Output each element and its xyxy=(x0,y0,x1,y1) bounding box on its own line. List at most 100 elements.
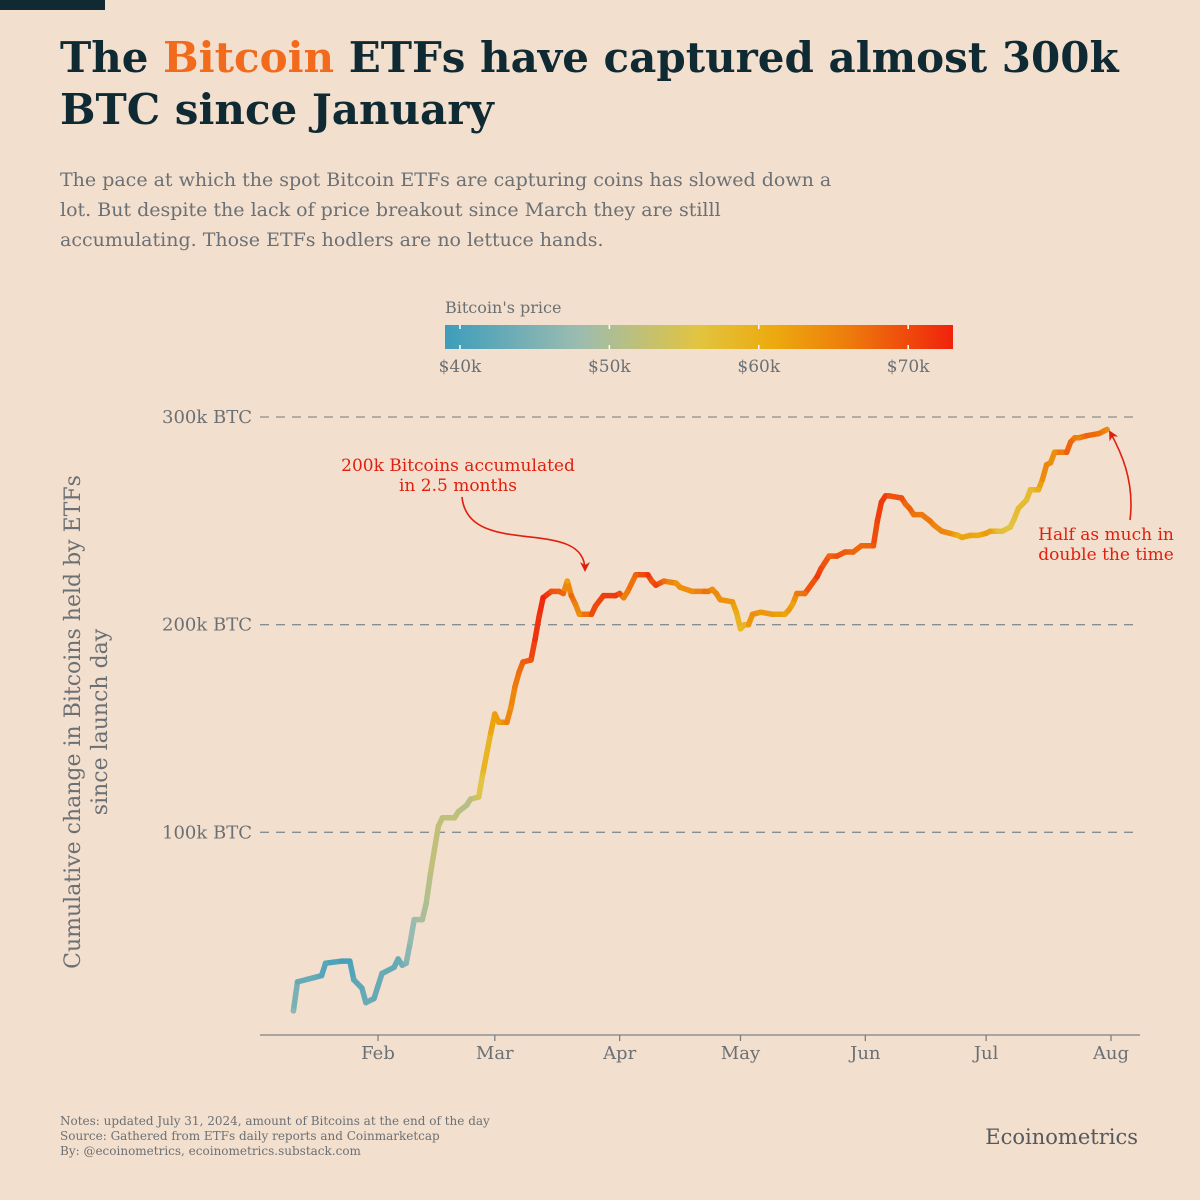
data-point xyxy=(492,711,498,717)
data-point xyxy=(439,815,446,821)
line-segment xyxy=(419,900,430,923)
data-point xyxy=(391,964,397,970)
data-point xyxy=(359,985,365,991)
line-segment xyxy=(532,613,542,642)
line-segment xyxy=(290,979,301,1014)
data-point xyxy=(612,592,619,599)
data-point xyxy=(1043,462,1050,468)
data-point xyxy=(504,719,510,725)
data-point xyxy=(403,960,409,966)
data-point xyxy=(850,549,856,555)
data-point xyxy=(737,626,744,632)
data-point xyxy=(480,771,486,777)
data-point xyxy=(616,590,623,597)
data-point xyxy=(375,983,381,989)
data-point xyxy=(689,588,695,595)
line-segment xyxy=(536,594,546,620)
line-segment xyxy=(403,939,413,966)
legend-tick-label: $40k xyxy=(439,357,482,377)
color-legend-title: Bitcoin's price xyxy=(445,298,562,317)
line-segment xyxy=(294,974,317,985)
data-point xyxy=(886,493,893,499)
data-point xyxy=(528,657,534,663)
data-point xyxy=(512,684,518,690)
annotation-line: in 2.5 months xyxy=(399,476,517,496)
data-point xyxy=(1011,516,1017,522)
data-point xyxy=(592,603,599,609)
data-point xyxy=(705,588,711,595)
data-point xyxy=(1039,476,1046,482)
price-colored-line xyxy=(290,426,1110,1014)
annotation-accumulated-text: 200k Bitcoins accumulated in 2.5 months xyxy=(341,456,575,496)
data-point xyxy=(967,532,973,539)
annotation-line: Half as much in xyxy=(1038,525,1174,545)
data-point xyxy=(363,999,369,1006)
data-point xyxy=(870,543,877,549)
x-tick-label: Apr xyxy=(602,1043,637,1064)
annotation-arrow xyxy=(1109,430,1132,521)
data-point xyxy=(713,590,719,597)
data-point xyxy=(983,530,989,536)
data-point xyxy=(749,611,756,617)
data-point xyxy=(995,528,1001,534)
data-point xyxy=(379,970,385,977)
data-point xyxy=(987,528,993,534)
data-point xyxy=(745,622,752,628)
x-tick-label: May xyxy=(721,1043,761,1064)
x-tick-label: Aug xyxy=(1092,1043,1129,1064)
line-segment xyxy=(624,572,639,595)
x-tick-label: Feb xyxy=(361,1043,395,1064)
data-point xyxy=(677,584,683,590)
data-point xyxy=(600,592,607,599)
data-point xyxy=(653,582,659,588)
data-point xyxy=(878,499,885,505)
grid-lines: 100k BTC 200k BTC 300k BTC xyxy=(162,407,1133,843)
data-point xyxy=(625,588,631,595)
data-point xyxy=(407,939,413,946)
data-point xyxy=(322,960,329,966)
line-segment xyxy=(528,636,538,663)
data-point xyxy=(842,549,848,555)
data-point xyxy=(427,871,434,877)
data-point xyxy=(794,590,800,597)
data-point xyxy=(1064,449,1070,455)
x-tick-label: Jun xyxy=(848,1043,881,1064)
footer-source-line: Source: Gathered from ETFs daily reports… xyxy=(60,1129,440,1143)
title-prefix: The xyxy=(60,33,164,82)
data-point xyxy=(911,511,917,518)
line-segment xyxy=(427,823,442,877)
data-point xyxy=(536,613,542,620)
legend-tick-label: $70k xyxy=(887,357,930,377)
data-point xyxy=(931,522,937,528)
data-point xyxy=(633,572,639,578)
color-legend: $40k $50k $60k $70k xyxy=(439,325,953,377)
data-point xyxy=(1104,426,1110,433)
data-point xyxy=(508,705,514,711)
data-point xyxy=(419,916,425,923)
data-point xyxy=(717,597,723,603)
line-segment xyxy=(475,771,486,800)
line-segment xyxy=(870,518,881,549)
data-point xyxy=(1015,505,1022,512)
data-point xyxy=(1072,435,1078,441)
data-point xyxy=(532,636,538,642)
data-point xyxy=(818,565,824,572)
line-segment xyxy=(508,684,518,711)
data-point xyxy=(318,972,325,979)
footer-by-line: By: @ecoinometrics, ecoinometrics.substa… xyxy=(60,1144,361,1158)
data-point xyxy=(729,599,736,605)
data-point xyxy=(1007,524,1013,530)
annotations: 200k Bitcoins accumulated in 2.5 months Ha… xyxy=(341,430,1174,572)
data-point xyxy=(1023,497,1030,503)
data-point xyxy=(516,669,522,676)
data-point xyxy=(564,578,570,584)
data-point xyxy=(476,794,482,800)
data-point xyxy=(826,553,832,559)
data-point xyxy=(649,578,655,584)
data-point xyxy=(858,543,864,549)
legend-tick-label: $60k xyxy=(737,357,780,377)
data-point xyxy=(568,592,574,599)
data-point xyxy=(939,528,945,534)
data-point xyxy=(548,588,554,595)
data-point xyxy=(339,958,345,964)
